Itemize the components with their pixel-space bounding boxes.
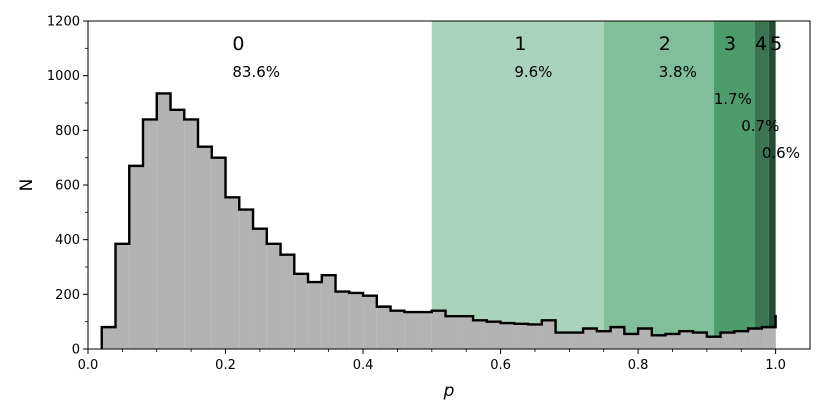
x-tick-label: 1.0 [765, 358, 786, 373]
histogram-bar [321, 275, 336, 349]
region-5-band [768, 21, 776, 349]
histogram-bar [418, 312, 432, 349]
histogram-bar [239, 209, 254, 349]
histogram-outline [100, 92, 777, 349]
y-tick-label: 200 [55, 288, 80, 303]
region-2-percent: 3.8% [659, 63, 697, 81]
region-1-number: 1 [514, 33, 526, 55]
histogram-bar [335, 291, 350, 349]
region-5-number: 5 [770, 33, 782, 55]
region-2-number: 2 [659, 33, 671, 55]
histogram-bar [459, 316, 474, 349]
histogram-bar [376, 306, 391, 349]
histogram-bar [486, 321, 501, 349]
y-tick-label: 0 [72, 343, 80, 358]
axes: 0 200 400 600 800 1000 1200 0.0 0.2 0.4 0.6 0.8 1.0 [47, 15, 786, 374]
histogram-bar [473, 320, 487, 349]
region-2-band [603, 21, 714, 349]
histogram-bar [170, 109, 185, 349]
histogram-bar [266, 243, 281, 349]
histogram-bar [679, 331, 694, 349]
histogram-bar [720, 332, 735, 349]
histogram-bar [734, 331, 749, 349]
histogram-bar [143, 119, 157, 350]
probability-regions [88, 21, 776, 349]
region-0-number: 0 [232, 33, 244, 55]
histogram-bar [445, 316, 460, 349]
y-tick-label: 400 [55, 233, 80, 248]
region-3-number: 3 [724, 33, 736, 55]
histogram-bar [596, 331, 611, 349]
histogram-bar [500, 323, 515, 349]
histogram-bar [349, 292, 364, 349]
region-labels: 0 83.6% 1 9.6% 2 3.8% 3 1.7% 4 0.7% 5 0.6% [232, 33, 800, 162]
region-1-percent: 9.6% [514, 63, 552, 81]
histogram-bar [555, 332, 570, 349]
y-tick-label: 800 [55, 124, 80, 139]
histogram-bar [514, 323, 529, 349]
histogram-bar [748, 328, 762, 349]
region-3-band [713, 21, 755, 349]
histogram-bar [610, 327, 625, 349]
x-tick-label: 0.6 [490, 358, 511, 373]
region-4-number: 4 [755, 33, 767, 55]
histogram-bar [198, 146, 212, 349]
histogram-bar [211, 157, 226, 349]
x-tick-label: 0.8 [628, 358, 649, 373]
y-tick-label: 1200 [47, 15, 80, 30]
x-tick-label: 0.4 [353, 358, 374, 373]
region-3-percent: 1.7% [714, 90, 752, 108]
histogram-bar [706, 336, 721, 349]
region-0-percent: 83.6% [232, 63, 280, 81]
histogram-bar [129, 165, 144, 349]
histogram-bar [431, 310, 446, 349]
histogram-bar [280, 254, 295, 349]
x-tick-label: 0.2 [215, 358, 236, 373]
histogram-bar [184, 119, 199, 350]
histogram-bar [363, 295, 377, 349]
histogram-bar [253, 228, 267, 349]
histogram-bar [308, 282, 322, 349]
histogram-bar [541, 320, 556, 349]
region-4-percent: 0.7% [741, 117, 779, 135]
histogram-bar [651, 335, 666, 349]
region-5-percent: 0.6% [762, 144, 800, 162]
histogram-bar [225, 197, 240, 349]
histogram-bar [638, 328, 652, 349]
y-tick-label: 600 [55, 179, 80, 194]
histogram-bar [761, 327, 776, 349]
histogram-bar [569, 332, 584, 349]
histogram-bar [404, 312, 419, 349]
region-1-band [431, 21, 604, 349]
x-tick-label: 0.0 [78, 358, 99, 373]
x-axis-label: p [443, 381, 455, 401]
histogram-bar [390, 310, 405, 349]
histogram-bar [294, 273, 309, 349]
histogram-bar [115, 243, 130, 349]
histogram-bar [583, 328, 597, 349]
histogram-bar [693, 332, 707, 349]
histogram-bar [101, 327, 116, 349]
histogram-bar [156, 93, 171, 349]
region-4-band [754, 21, 769, 349]
histogram-bar [665, 333, 680, 349]
histogram-bar [528, 324, 542, 349]
y-tick-label: 1000 [47, 69, 80, 84]
histogram-bar [624, 333, 639, 349]
y-axis-label: N [17, 179, 37, 192]
histogram-bars [100, 92, 777, 350]
